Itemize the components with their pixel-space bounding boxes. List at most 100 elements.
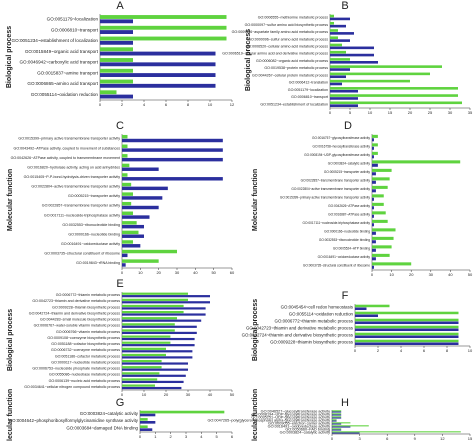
category-label: GO:0006767~water-soluble vitamin metabol… bbox=[34, 324, 121, 328]
x-tick-label: 5 bbox=[349, 110, 352, 115]
category-label: GO:0015837~amine transport bbox=[37, 70, 99, 75]
bar bbox=[372, 214, 374, 218]
x-tick-label: 10 bbox=[368, 110, 373, 115]
category-label: GO:0003735~structural constituent of rib… bbox=[303, 264, 370, 268]
bar bbox=[332, 423, 342, 425]
category-label: GO:0051179~localization bbox=[288, 88, 328, 92]
category-label: GO:0019843~rRNA binding bbox=[76, 261, 120, 265]
x-tick-label: 8 bbox=[446, 348, 449, 353]
bar bbox=[122, 298, 188, 301]
category-label: GO:0009228~thiamin biosynthetic process bbox=[52, 305, 120, 309]
bar bbox=[140, 410, 225, 414]
category-label: GO:0032553~ribonucleotide binding bbox=[62, 223, 120, 227]
x-tick-label: 2 bbox=[170, 434, 173, 439]
bar bbox=[100, 73, 216, 77]
bar bbox=[122, 221, 137, 225]
category-label: GO:0022804~active transmembrane transpor… bbox=[291, 187, 370, 191]
category-label: GO:0006865~amino acid transport bbox=[27, 81, 98, 86]
x-tick-label: 40 bbox=[208, 392, 213, 397]
bar bbox=[122, 138, 223, 143]
category-label: GO:0051234~establishment of localization bbox=[260, 102, 328, 106]
bar bbox=[100, 36, 227, 41]
category-label: GO:0055114~oxidation reduction bbox=[289, 312, 354, 317]
category-label: GO:0051234~establishment of localization bbox=[12, 38, 99, 43]
x-tick-label: 60 bbox=[230, 270, 235, 275]
bar bbox=[330, 50, 346, 54]
category-label: GO:0016491~oxidoreductase activity bbox=[268, 425, 330, 429]
category-label: GO:0006766~vitamin metabolic process bbox=[56, 330, 120, 334]
category-label: GO:0003824~catalytic activity bbox=[328, 162, 371, 166]
category-label: GO:0006082~organic acid metabolic proces… bbox=[256, 59, 328, 63]
bar bbox=[372, 143, 378, 147]
category-label: GO:0000166~nucleotide binding bbox=[324, 230, 370, 234]
category-label: GO:0006810~transport bbox=[51, 27, 99, 32]
bar bbox=[122, 157, 223, 162]
bar bbox=[122, 167, 159, 171]
panel-title: A bbox=[116, 0, 124, 12]
bar bbox=[332, 429, 342, 431]
bar bbox=[372, 194, 384, 198]
bar bbox=[122, 234, 144, 238]
x-tick-label: 1 bbox=[154, 434, 157, 439]
bar bbox=[330, 79, 410, 83]
bar bbox=[122, 154, 128, 158]
bar bbox=[100, 62, 216, 67]
bar bbox=[122, 253, 128, 258]
bar bbox=[122, 368, 188, 371]
category-label: GO:0034641~cellular nitrogen compound me… bbox=[24, 385, 120, 389]
bar bbox=[122, 386, 182, 390]
bar bbox=[122, 144, 128, 148]
bar bbox=[332, 411, 342, 413]
bar bbox=[140, 421, 156, 424]
category-label: GO:0009108~coenzyme biosynthetic process bbox=[47, 336, 120, 340]
category-label: GO:0005524~ATP binding bbox=[333, 247, 370, 251]
category-label: GO:0051188~cofactor biosynthetic process bbox=[51, 342, 120, 346]
x-tick-label: 6 bbox=[231, 434, 234, 439]
axis-label: Molecular function bbox=[252, 169, 259, 231]
bar bbox=[355, 328, 459, 332]
bar bbox=[332, 410, 342, 412]
bar bbox=[122, 378, 158, 381]
category-label: GO:0003684~damaged DNA binding bbox=[66, 425, 138, 430]
axis-label: Molecular function bbox=[7, 389, 14, 441]
bar bbox=[372, 219, 388, 223]
bar bbox=[122, 134, 128, 139]
category-label: GO:0043492~ATPase activity, coupled to m… bbox=[14, 146, 121, 150]
bar bbox=[122, 356, 193, 359]
panel-title: F bbox=[342, 290, 349, 302]
bar bbox=[100, 47, 133, 52]
bar bbox=[372, 134, 378, 138]
bar bbox=[372, 240, 376, 244]
category-label: GO:0016820~hydrolase activity, acting on… bbox=[27, 165, 120, 169]
bar bbox=[122, 215, 150, 219]
x-tick-label: 9 bbox=[414, 436, 417, 441]
x-tick-label: 10 bbox=[208, 102, 213, 107]
category-label: GO:0032553~ribonucleotide binding bbox=[319, 238, 370, 242]
bar bbox=[100, 51, 216, 56]
category-label: GO:0006772~thiamin metabolic process bbox=[56, 293, 120, 297]
category-label: GO:0046527~glucosyltransferase activity bbox=[261, 410, 330, 414]
category-label: GO:0003824~catalytic activity bbox=[280, 431, 330, 435]
bar bbox=[372, 245, 392, 249]
x-tick-label: 4 bbox=[400, 348, 403, 353]
x-tick-label: 10 bbox=[142, 392, 147, 397]
category-label: GO:0006412~translation bbox=[289, 81, 328, 85]
bar bbox=[330, 39, 350, 42]
category-label: GO:0003824~catalytic activity bbox=[80, 411, 139, 416]
x-tick-label: 12 bbox=[440, 436, 445, 441]
bar bbox=[355, 318, 459, 322]
bar bbox=[122, 344, 195, 347]
category-label: GO:0047265~poly(glycerol-phosphate) alph… bbox=[207, 419, 330, 423]
x-tick-label: 6 bbox=[423, 348, 426, 353]
bar bbox=[355, 339, 459, 343]
category-label: GO:0006139~nucleic acid metabolic proces… bbox=[49, 379, 121, 383]
bar bbox=[332, 432, 360, 434]
bar bbox=[330, 53, 374, 57]
category-label: GO:0008194~UDP-glycosyltransferase activ… bbox=[304, 153, 370, 157]
bar bbox=[140, 413, 156, 417]
axis-label: Biological process bbox=[7, 309, 14, 371]
x-tick-label: 5 bbox=[216, 434, 219, 439]
bar bbox=[122, 148, 223, 152]
category-label: GO:0042724~thiamin and derivative biosyn… bbox=[29, 311, 120, 315]
x-tick-label: 0 bbox=[99, 102, 102, 107]
